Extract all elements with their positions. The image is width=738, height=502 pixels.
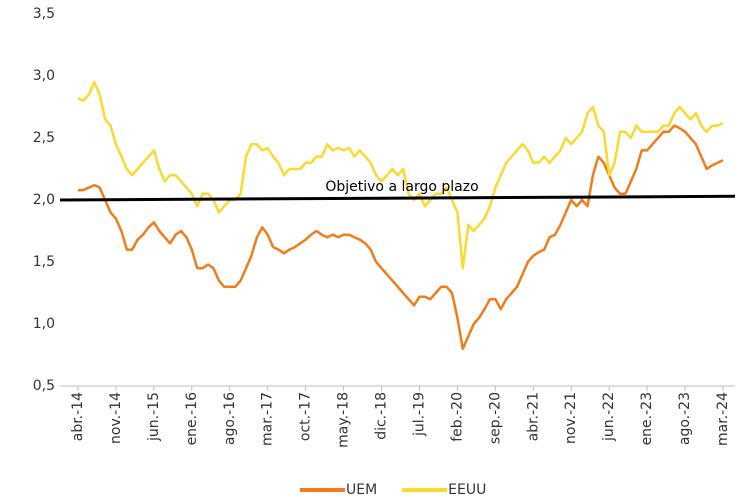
x-tick-label: abr.-14 bbox=[70, 392, 86, 441]
y-tick-label: 1,0 bbox=[33, 316, 55, 332]
x-tick-label: ene.-16 bbox=[184, 392, 200, 446]
x-tick-label: sep.-20 bbox=[487, 392, 503, 444]
x-tick-label: mar.-17 bbox=[260, 392, 276, 446]
x-tick-label: dic.-18 bbox=[374, 392, 390, 440]
legend-label: EEUU bbox=[448, 482, 486, 498]
target-label: Objetivo a largo plazo bbox=[325, 179, 478, 195]
legend-label: UEM bbox=[346, 482, 377, 498]
y-tick-label: 2,5 bbox=[33, 130, 55, 146]
x-tick-label: jun.-15 bbox=[146, 392, 162, 442]
x-tick-label: mar.-24 bbox=[715, 392, 731, 446]
target-line bbox=[59, 194, 736, 202]
series-line bbox=[78, 124, 724, 351]
x-tick-label: ene.-23 bbox=[639, 392, 655, 445]
x-tick-label: ago.-16 bbox=[222, 392, 238, 445]
x-tick-label: nov.-21 bbox=[563, 392, 579, 444]
x-tick-label: ago.-23 bbox=[677, 392, 693, 445]
x-tick-label: oct.-17 bbox=[298, 392, 314, 441]
y-tick-label: 2,0 bbox=[33, 192, 55, 208]
x-tick-label: feb.-20 bbox=[449, 392, 465, 442]
y-tick-label: 0,5 bbox=[33, 378, 55, 394]
x-tick-label: abr.-21 bbox=[525, 392, 541, 441]
y-tick-label: 1,5 bbox=[33, 254, 55, 270]
x-tick-label: may.-18 bbox=[336, 392, 352, 448]
y-tick-label: 3,0 bbox=[33, 68, 55, 84]
x-tick-label: jun.-22 bbox=[601, 392, 617, 442]
series-line bbox=[77, 80, 724, 270]
x-tick-label: nov.-14 bbox=[108, 392, 124, 444]
y-tick-label: 3,5 bbox=[33, 6, 55, 22]
x-tick-label: jul.-19 bbox=[411, 392, 427, 437]
